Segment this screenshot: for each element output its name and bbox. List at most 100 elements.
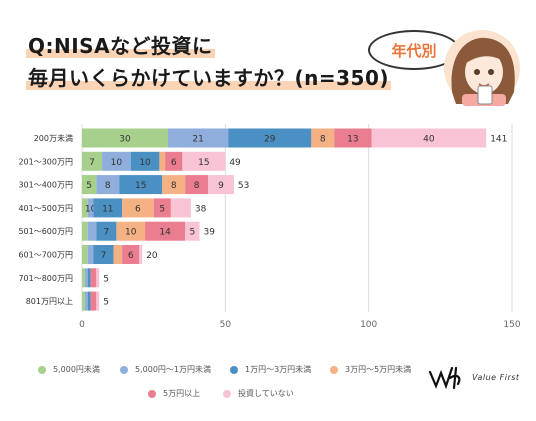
data-label: 10 (139, 158, 151, 168)
bar-segment (90, 291, 97, 311)
category-label: 200万未満 (34, 133, 73, 143)
bar-segment (122, 245, 140, 264)
data-label: 30 (119, 135, 131, 145)
total-label: 5 (103, 298, 109, 308)
brand-name: Value First (472, 372, 520, 382)
data-label: 6 (128, 251, 134, 261)
category-label: 401～500万円 (18, 204, 73, 213)
data-label: 7 (101, 251, 107, 261)
legend-swatch (330, 365, 338, 374)
data-label: 10 (85, 204, 97, 214)
data-label: 7 (103, 228, 109, 238)
bar-segment (96, 268, 100, 288)
legend-entry: 5,000円～1万円未満 (120, 364, 211, 375)
category-label: 301～400万円 (18, 181, 73, 190)
x-tick-label: 100 (360, 320, 377, 330)
bar-segment (311, 128, 335, 148)
brand-logo: Value First (428, 364, 520, 390)
age-group-badge: 年代別 (368, 30, 460, 70)
bar-segment (170, 198, 191, 218)
legend-label: 1万円～3万円未満 (245, 365, 312, 374)
bar-segment (82, 245, 88, 264)
bar-segment (82, 128, 168, 148)
bar-segment (87, 291, 91, 311)
total-label: 38 (195, 204, 207, 214)
data-label: 5 (86, 181, 92, 191)
data-label: 13 (347, 135, 358, 145)
bar-segment (168, 128, 229, 148)
x-tick-label: 50 (220, 320, 232, 330)
data-label: 15 (198, 158, 209, 168)
bar-segment (84, 268, 88, 288)
data-label: 8 (320, 135, 326, 145)
legend-swatch (38, 365, 46, 374)
category-label: 501～600万円 (18, 227, 73, 236)
bar-segment (371, 128, 487, 148)
data-label: 21 (192, 135, 203, 145)
total-label: 49 (229, 158, 241, 168)
bar-segment (87, 245, 94, 264)
category-label: 201～300万円 (18, 157, 73, 166)
bar-segment (119, 175, 163, 195)
bar-segment (208, 175, 234, 195)
data-label: 14 (159, 228, 171, 238)
bar-segment (116, 221, 146, 241)
bar-segment (82, 175, 97, 195)
data-label: 10 (125, 228, 137, 238)
bar-segment (82, 151, 103, 171)
bar-segment (153, 198, 171, 218)
bar-segment (122, 198, 154, 218)
legend-label: 3万円～5万円未満 (345, 365, 412, 374)
value-first-logo-icon (428, 366, 461, 390)
legend-label: 5万円以上 (163, 389, 201, 398)
bar-segment (334, 128, 372, 148)
bar-segment (165, 151, 183, 171)
bar-segment (93, 198, 123, 218)
bar-segment (139, 245, 143, 264)
data-label: 8 (194, 181, 200, 191)
data-label: 6 (171, 158, 177, 168)
bar-segment (96, 221, 117, 241)
data-label: 6 (135, 204, 141, 214)
bar-segment (87, 221, 97, 241)
bar-segment (84, 291, 88, 311)
legend-swatch (223, 389, 231, 398)
bar-segment (90, 268, 97, 288)
data-label: 7 (89, 158, 95, 168)
data-label: 8 (171, 181, 177, 191)
data-label: 29 (264, 135, 276, 145)
legend-label: 5,000円～1万円未満 (135, 365, 211, 374)
bar-segment (87, 198, 94, 218)
bar-segment (96, 175, 120, 195)
bar-segment (159, 151, 166, 171)
category-label: 801万円以上 (26, 297, 73, 306)
x-tick-label: 150 (503, 320, 520, 330)
legend-entry: 5万円以上 (148, 388, 200, 399)
total-label: 20 (146, 251, 158, 261)
bar-segment (82, 291, 85, 311)
bar-segment (113, 245, 123, 264)
data-label: 11 (102, 204, 113, 214)
bar-segment (182, 151, 226, 171)
total-label: 53 (238, 181, 249, 191)
legend-entry: 5,000円未満 (38, 364, 100, 375)
legend-label: 投資していない (238, 389, 294, 398)
bar-segment (185, 221, 200, 241)
total-label: 5 (103, 274, 109, 284)
bar-segment (87, 268, 91, 288)
legend-swatch (230, 365, 238, 374)
legend-swatch (148, 389, 156, 398)
bar-segment (102, 151, 131, 171)
bar-segment (96, 291, 100, 311)
data-label: 5 (189, 228, 195, 238)
bar-segment (82, 198, 88, 218)
bar-segment (82, 268, 85, 288)
data-label: 10 (111, 158, 123, 168)
legend-entry: 1万円～3万円未満 (230, 364, 311, 375)
bar-segment (145, 221, 186, 241)
category-label: 601～700万円 (18, 251, 73, 260)
legend-entry: 3万円～5万円未満 (330, 364, 411, 375)
bar-segment (228, 128, 312, 148)
